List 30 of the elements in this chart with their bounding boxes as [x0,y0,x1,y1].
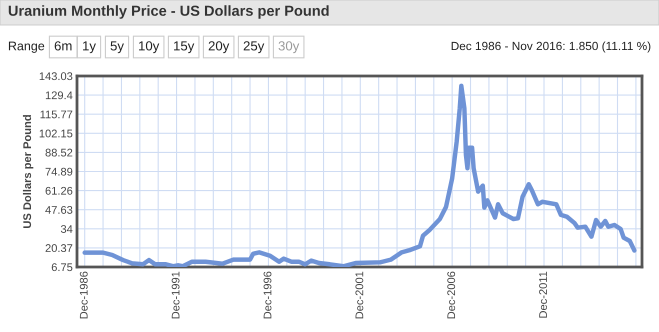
x-tick-label: Dec-1996 [264,272,272,318]
text: 20y [208,41,230,54]
x-tick-label: Dec-1986 [80,272,88,318]
text: Range [8,42,44,53]
text: 6m [54,41,72,51]
y-tick-label: 88.52 [46,148,72,157]
y-tick-label: 47.63 [45,206,72,214]
y-tick-label: 6.75 [52,263,72,272]
line-series [82,84,637,267]
text: 1y [83,41,96,54]
text: 5y [110,41,124,54]
text: Dec 1986 - Nov 2016: 1.850 (11.11 %) [452,42,650,52]
y-tick-label: 61.26 [46,186,72,195]
text: 10y [139,41,160,54]
text: 25y [244,41,264,54]
x-tick-label: Dec-1991 [172,272,180,318]
y-tick-label: 74.89 [46,168,72,176]
y-tick-label: 34 [60,225,73,233]
y-tick-label: 20.37 [46,244,72,252]
y-tick-label: 143.03 [40,72,72,80]
y-tick-label: 129.4 [46,91,73,100]
x-tick-label: Dec-2011 [539,272,547,318]
text: 15y [174,41,194,54]
y-axis-title: US Dollars per Pound [22,115,34,228]
x-tick-label: Dec-2006 [447,272,456,318]
y-tick-label: 115.77 [40,110,72,118]
x-tick-label: Dec-2001 [355,272,364,318]
y-tick-label: 102.15 [40,130,72,138]
chart-title: Uranium Monthly Price - US Dollars per Pound [8,5,329,19]
text: 30y [278,41,300,54]
